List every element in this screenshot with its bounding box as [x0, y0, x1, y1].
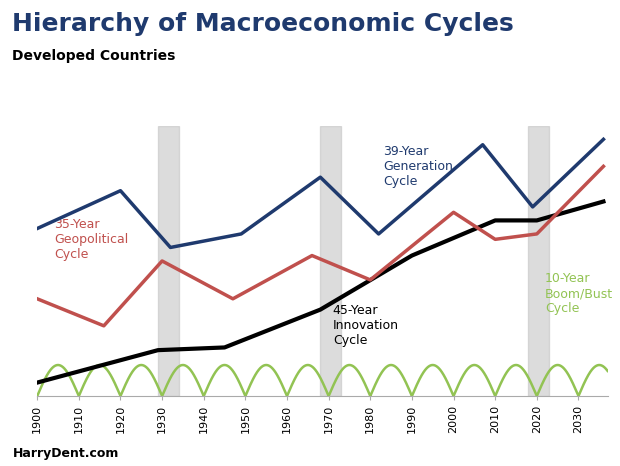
Text: Hierarchy of Macroeconomic Cycles: Hierarchy of Macroeconomic Cycles	[12, 12, 514, 36]
Text: 10-Year
Boom/Bust
Cycle: 10-Year Boom/Bust Cycle	[545, 272, 613, 315]
Bar	[321, 126, 341, 396]
Bar	[158, 126, 179, 396]
Text: Developed Countries: Developed Countries	[12, 49, 176, 63]
Bar	[528, 126, 549, 396]
Text: 39-Year
Generation
Cycle: 39-Year Generation Cycle	[383, 145, 453, 188]
Text: 35-Year
Geopolitical
Cycle: 35-Year Geopolitical Cycle	[54, 218, 128, 261]
Text: 45-Year
Innovation
Cycle: 45-Year Innovation Cycle	[333, 304, 399, 347]
Text: HarryDent.com: HarryDent.com	[12, 447, 119, 460]
